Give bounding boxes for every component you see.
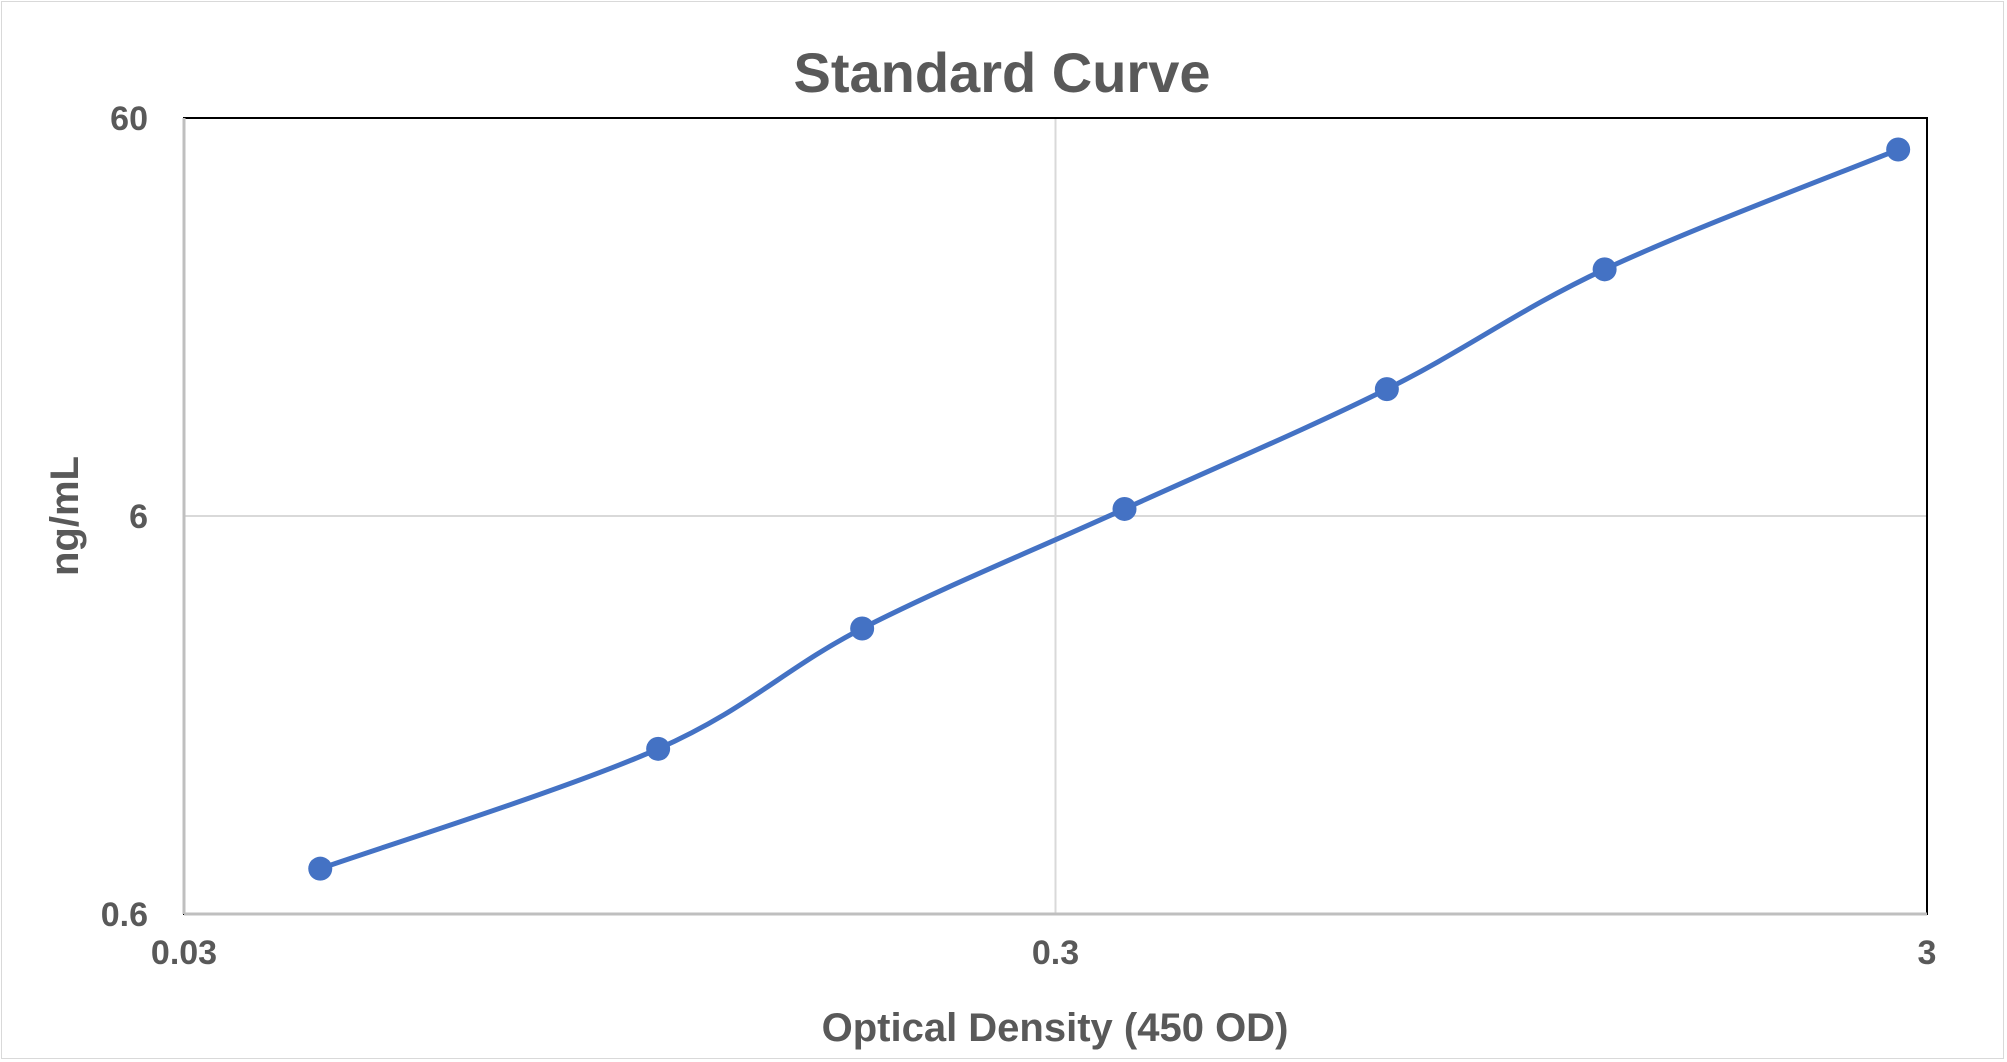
data-points — [308, 137, 1911, 881]
data-point — [1886, 137, 1911, 162]
axes — [182, 118, 1927, 916]
x-axis-title: Optical Density (450 OD) — [822, 1006, 1289, 1050]
data-point — [1374, 377, 1399, 402]
y-tick-label: 6 — [129, 498, 148, 536]
x-tick-label: 0.03 — [151, 934, 217, 972]
data-point — [1592, 257, 1617, 282]
y-tick-label: 0.6 — [101, 896, 148, 934]
chart-title: Standard Curve — [794, 41, 1211, 104]
data-point — [1112, 496, 1137, 521]
data-point — [646, 736, 671, 761]
series-line — [317, 147, 1901, 872]
y-axis-title: ng/mL — [43, 456, 87, 576]
x-tick-label: 3 — [1918, 934, 1937, 972]
x-tick-label: 0.3 — [1032, 934, 1079, 972]
data-point — [850, 616, 875, 641]
tick-labels: 0.03 0.3 3 0.6 6 60 — [101, 100, 1937, 972]
data-point — [308, 856, 333, 881]
y-tick-label: 60 — [110, 100, 148, 138]
grid-lines — [184, 118, 1927, 914]
